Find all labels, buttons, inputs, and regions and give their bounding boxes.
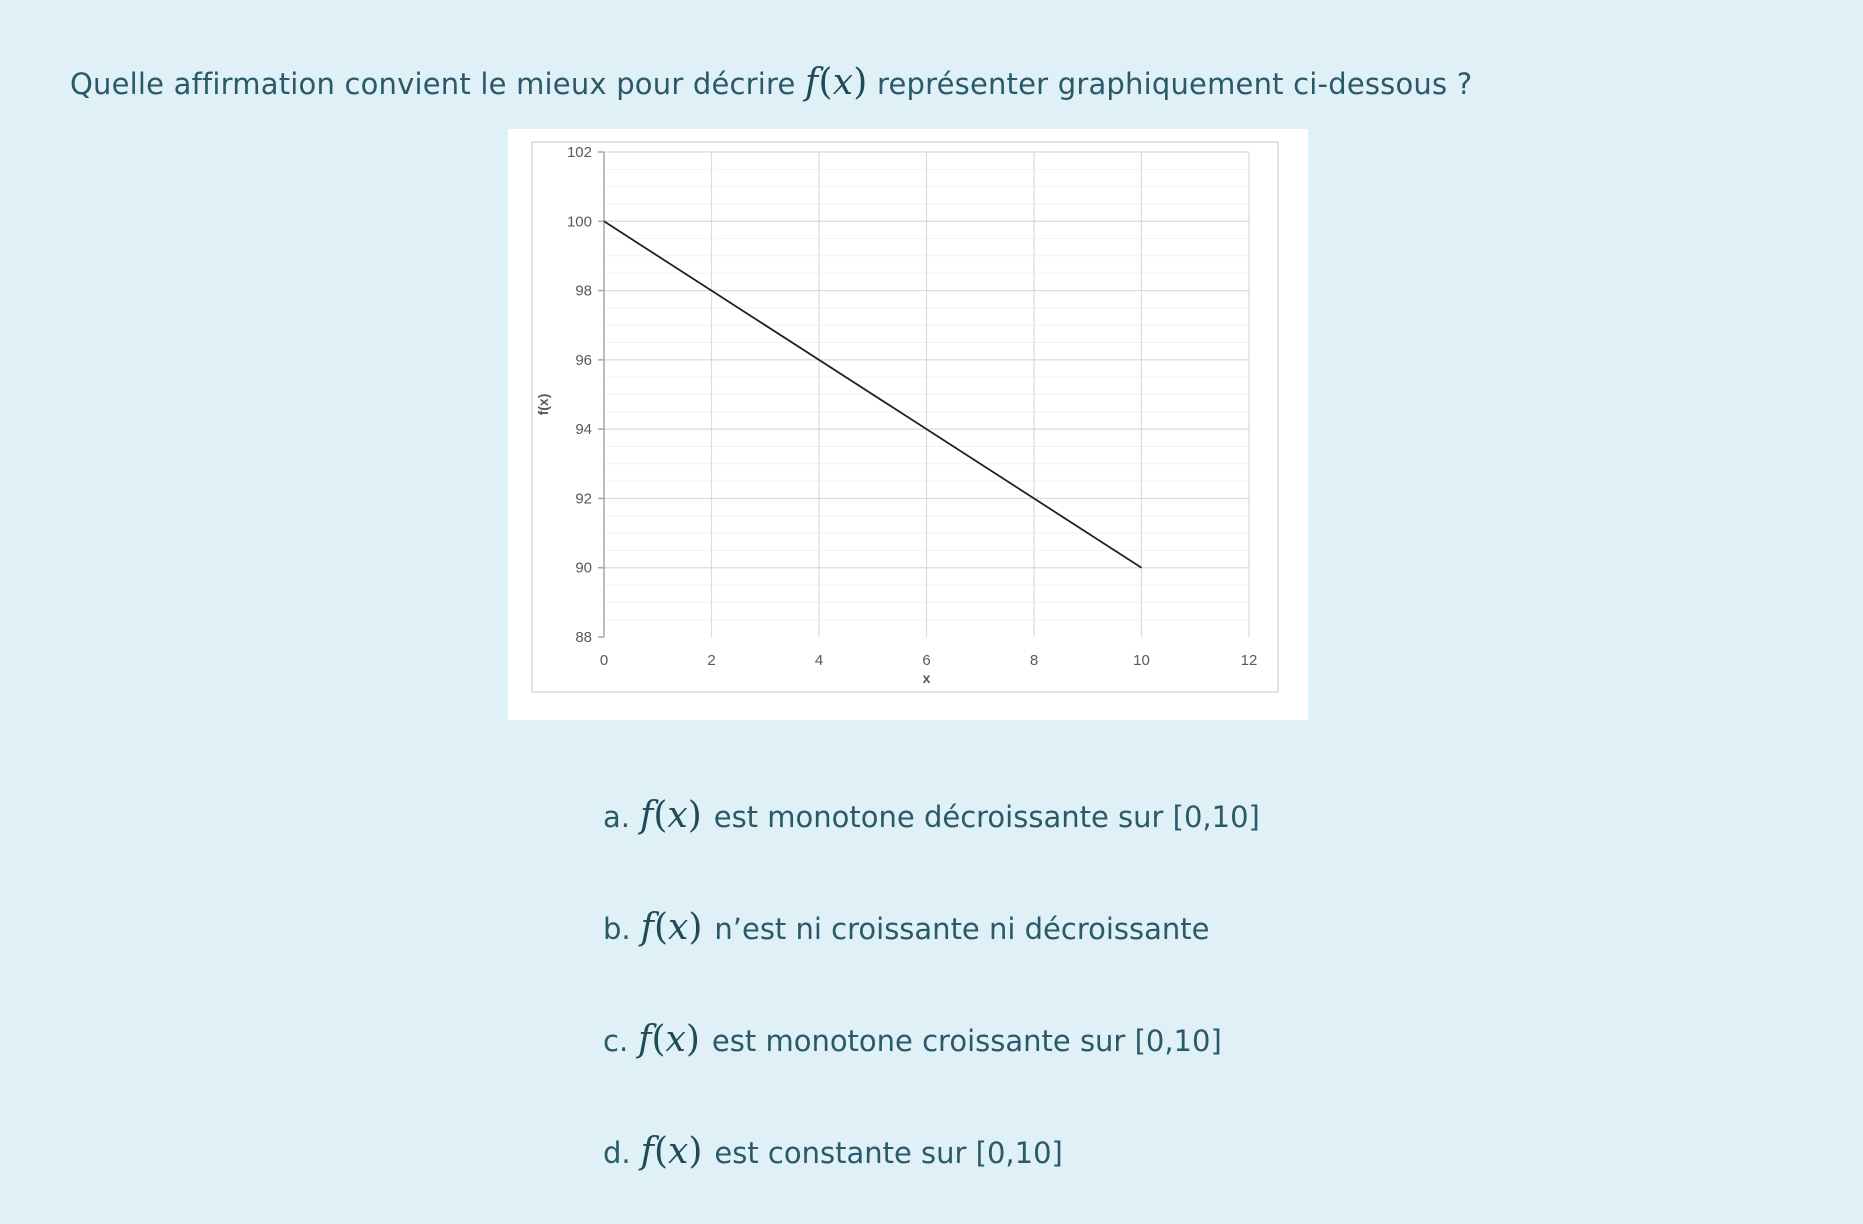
option-b[interactable]: b. f(x) n’est ni croissante ni décroissa… xyxy=(603,907,1210,948)
option-function-notation: f(x) xyxy=(640,1131,703,1172)
option-text: est constante sur [0,10] xyxy=(714,1136,1063,1170)
option-text: n’est ni croissante ni décroissante xyxy=(714,912,1210,946)
option-function-notation: f(x) xyxy=(640,907,703,948)
x-axis-label: x xyxy=(923,670,931,686)
x-tick-label: 2 xyxy=(707,652,715,669)
series-line xyxy=(603,220,1142,569)
option-letter: d. xyxy=(603,1136,631,1170)
y-tick-label: 102 xyxy=(567,144,592,161)
y-tick-label: 98 xyxy=(575,283,592,300)
x-tick-label: 0 xyxy=(600,652,608,669)
y-tick-label: 92 xyxy=(575,490,592,507)
question-text-after: représenter graphiquement ci-dessous ? xyxy=(876,67,1473,101)
x-tick-label: 6 xyxy=(922,652,930,669)
option-a[interactable]: a. f(x) est monotone décroissante sur [0… xyxy=(603,795,1260,836)
y-tick-label: 90 xyxy=(575,560,592,577)
y-tick-label: 88 xyxy=(575,629,592,646)
option-c[interactable]: c. f(x) est monotone croissante sur [0,1… xyxy=(603,1019,1222,1060)
x-tick-label: 12 xyxy=(1241,652,1258,669)
y-tick-label: 100 xyxy=(567,213,592,230)
option-function-notation: f(x) xyxy=(640,795,702,836)
option-letter: c. xyxy=(603,1024,629,1058)
chart-frame xyxy=(531,141,1279,693)
option-function-notation: f(x) xyxy=(638,1019,700,1060)
question-text: Quelle affirmation convient le mieux pou… xyxy=(70,62,1472,103)
x-tick-label: 10 xyxy=(1133,652,1150,669)
y-tick-label: 96 xyxy=(575,352,592,369)
line-chart: 88 90 92 94 96 98 100 102 0 2 4 6 8 10 12 x f(x) xyxy=(531,141,1279,693)
x-tick-label: 4 xyxy=(815,652,823,669)
y-tick-label: 94 xyxy=(575,421,592,438)
question-function-notation: f(x) xyxy=(805,62,868,103)
option-letter: a. xyxy=(603,800,630,834)
y-axis-label: f(x) xyxy=(535,394,551,416)
option-text: est monotone croissante sur [0,10] xyxy=(711,1024,1222,1058)
question-text-before: Quelle affirmation convient le mieux pou… xyxy=(70,67,796,101)
x-tick-label: 8 xyxy=(1030,652,1038,669)
option-letter: b. xyxy=(603,912,631,946)
chart-card: 88 90 92 94 96 98 100 102 0 2 4 6 8 10 12 x f(x) xyxy=(508,129,1308,720)
option-text: est monotone décroissante sur [0,10] xyxy=(713,800,1260,834)
option-d[interactable]: d. f(x) est constante sur [0,10] xyxy=(603,1131,1063,1172)
